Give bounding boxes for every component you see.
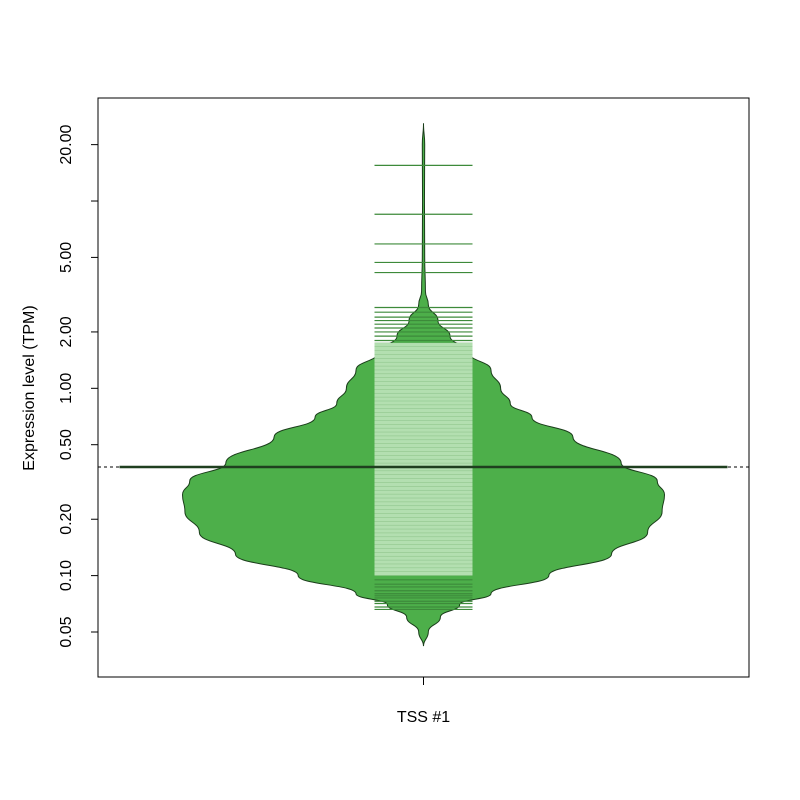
y-tick-label: 20.00 [58, 125, 75, 165]
y-tick-label: 0.10 [58, 560, 75, 591]
y-tick-label: 2.00 [58, 316, 75, 347]
x-axis: TSS #1 [397, 677, 450, 726]
observation-rug-block [374, 342, 473, 576]
y-tick-label: 0.50 [58, 429, 75, 460]
y-tick-label: 1.00 [58, 373, 75, 404]
x-tick-label: TSS #1 [397, 709, 450, 726]
y-axis: 0.05 0.10 0.20 0.50 1.00 2.00 5.00 20.00 [58, 125, 98, 648]
y-tick-label: 5.00 [58, 242, 75, 273]
y-axis-title: Expression level (TPM) [21, 305, 38, 470]
y-tick-label: 0.20 [58, 504, 75, 535]
y-tick-label: 0.05 [58, 616, 75, 647]
data-layer [98, 123, 749, 647]
